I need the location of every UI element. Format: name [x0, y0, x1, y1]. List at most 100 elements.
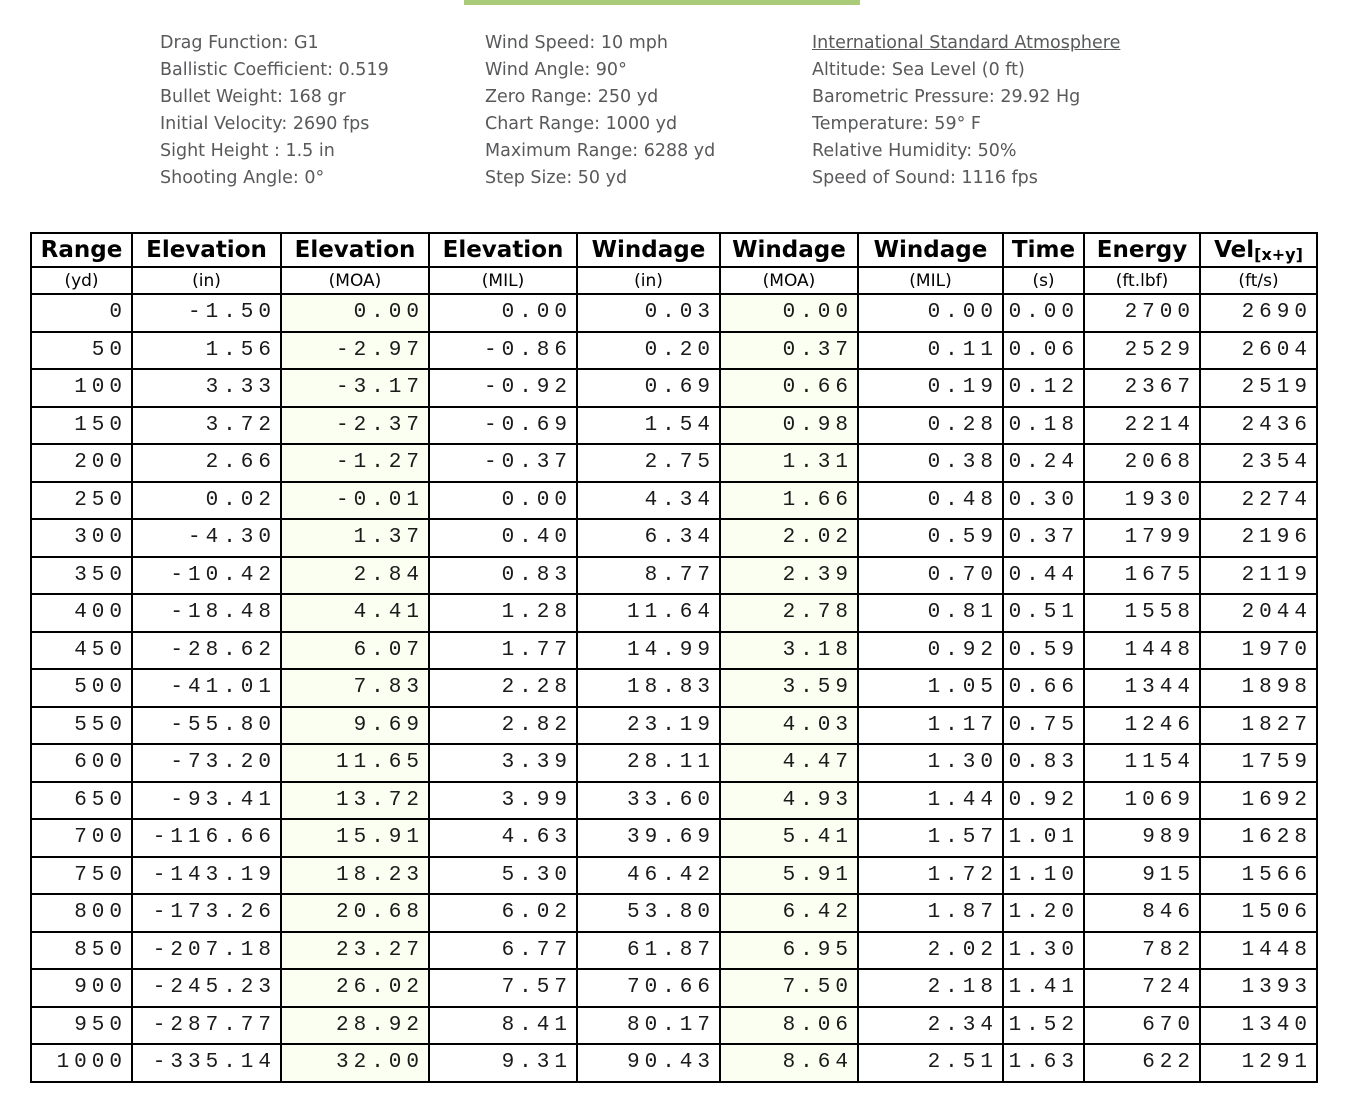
table-cell: 0.83: [1002, 743, 1085, 783]
table-cell: 1558: [1083, 593, 1201, 633]
col-header-elevation-in: Elevation: [131, 232, 282, 268]
table-cell: -0.37: [428, 443, 578, 483]
col-header-elevation-mil: Elevation: [428, 232, 578, 268]
table-cell: 0.00: [719, 293, 859, 333]
table-cell: 1970: [1199, 630, 1318, 670]
zero-range: Zero Range: 250 yd: [485, 87, 659, 107]
table-cell: 0.66: [719, 368, 859, 408]
speed-of-sound: Speed of Sound: 1116 fps: [812, 168, 1038, 188]
table-cell: 8.64: [719, 1043, 859, 1083]
velocity-header-main: Vel: [1214, 237, 1255, 263]
table-cell: 915: [1083, 855, 1201, 895]
table-cell: 11.64: [576, 593, 721, 633]
table-cell: -335.14: [131, 1043, 282, 1083]
table-cell: 1.30: [857, 743, 1004, 783]
table-cell: 0.98: [719, 405, 859, 445]
table-cell: 14.99: [576, 630, 721, 670]
drag-function: Drag Function: G1: [160, 33, 319, 53]
table-cell: 2119: [1199, 555, 1318, 595]
table-cell: 28.92: [280, 1005, 430, 1045]
table-cell: 1291: [1199, 1043, 1318, 1083]
table-cell: -1.50: [131, 293, 282, 333]
table-cell: 1.30: [1002, 930, 1085, 970]
table-cell: 0.59: [1002, 630, 1085, 670]
table-cell: -4.30: [131, 518, 282, 558]
table-cell: 500: [30, 668, 133, 708]
table-cell: 2.78: [719, 593, 859, 633]
table-cell: 2.34: [857, 1005, 1004, 1045]
table-cell: 50: [30, 330, 133, 370]
table-cell: 61.87: [576, 930, 721, 970]
table-cell: 1827: [1199, 705, 1318, 745]
table-cell: 0.38: [857, 443, 1004, 483]
unit-elevation-mil: (MIL): [428, 266, 578, 295]
table-cell: 3.59: [719, 668, 859, 708]
table-cell: -0.92: [428, 368, 578, 408]
table-cell: 0.00: [1002, 293, 1085, 333]
table-cell: 1340: [1199, 1005, 1318, 1045]
table-cell: -207.18: [131, 930, 282, 970]
table-cell: 1154: [1083, 743, 1201, 783]
bullet-weight: Bullet Weight: 168 gr: [160, 87, 346, 107]
table-cell: 0.00: [857, 293, 1004, 333]
col-header-windage-mil: Windage: [857, 232, 1004, 268]
table-cell: 2068: [1083, 443, 1201, 483]
table-cell: 2.02: [719, 518, 859, 558]
table-cell: -73.20: [131, 743, 282, 783]
table-cell: 2436: [1199, 405, 1318, 445]
table-cell: 2700: [1083, 293, 1201, 333]
table-cell: 989: [1083, 818, 1201, 858]
table-cell: 1.54: [576, 405, 721, 445]
table-cell: 9.69: [280, 705, 430, 745]
unit-time: (s): [1002, 266, 1085, 295]
table-cell: 3.39: [428, 743, 578, 783]
step-size: Step Size: 50 yd: [485, 168, 628, 188]
table-cell: 2529: [1083, 330, 1201, 370]
table-cell: -0.69: [428, 405, 578, 445]
table-cell: 850: [30, 930, 133, 970]
unit-velocity: (ft/s): [1199, 266, 1318, 295]
table-cell: 18.23: [280, 855, 430, 895]
table-cell: 1069: [1083, 780, 1201, 820]
table-row: 200 2.66 -1.27 -0.37 2.75 1.31 0.38 0.24 2068 235…: [30, 443, 1318, 483]
table-cell: 0.28: [857, 405, 1004, 445]
table-cell: 1.20: [1002, 893, 1085, 933]
table-cell: 1692: [1199, 780, 1318, 820]
table-cell: 7.57: [428, 968, 578, 1008]
col-header-windage-in: Windage: [576, 232, 721, 268]
table-cell: 2.28: [428, 668, 578, 708]
table-cell: 6.07: [280, 630, 430, 670]
table-cell: 0.11: [857, 330, 1004, 370]
table-cell: 750: [30, 855, 133, 895]
initial-velocity: Initial Velocity: 2690 fps: [160, 114, 370, 134]
table-cell: 18.83: [576, 668, 721, 708]
atmosphere-title-link[interactable]: International Standard Atmosphere: [812, 33, 1121, 53]
table-cell: 700: [30, 818, 133, 858]
table-cell: 650: [30, 780, 133, 820]
table-cell: 46.42: [576, 855, 721, 895]
unit-windage-in: (in): [576, 266, 721, 295]
trajectory-table-body: 0 -1.50 0.00 0.00 0.03 0.00 0.00 0.00 2700 2690 50…: [30, 293, 1318, 1083]
table-row: 500 -41.01 7.83 2.28 18.83 3.59 1.05 0.66 1344 18…: [30, 668, 1318, 708]
table-cell: 0.81: [857, 593, 1004, 633]
table-cell: 0.24: [1002, 443, 1085, 483]
table-cell: 0.92: [857, 630, 1004, 670]
col-header-range: Range: [30, 232, 133, 268]
table-cell: -10.42: [131, 555, 282, 595]
table-cell: 200: [30, 443, 133, 483]
col-header-energy: Energy: [1083, 232, 1201, 268]
table-row: 400 -18.48 4.41 1.28 11.64 2.78 0.81 0.51 1558 20…: [30, 593, 1318, 633]
table-cell: 1.41: [1002, 968, 1085, 1008]
condition-parameters: Wind Speed: 10 mph Wind Angle: 90° Zero …: [485, 30, 715, 192]
table-cell: 1.05: [857, 668, 1004, 708]
table-cell: -28.62: [131, 630, 282, 670]
table-row: 300 -4.30 1.37 0.40 6.34 2.02 0.59 0.37 1799 2196: [30, 518, 1318, 558]
table-cell: 622: [1083, 1043, 1201, 1083]
table-cell: 1448: [1083, 630, 1201, 670]
table-cell: 1246: [1083, 705, 1201, 745]
table-cell: 2690: [1199, 293, 1318, 333]
table-cell: 7.83: [280, 668, 430, 708]
table-cell: 846: [1083, 893, 1201, 933]
velocity-header-subscript: [x+y]: [1254, 245, 1303, 264]
